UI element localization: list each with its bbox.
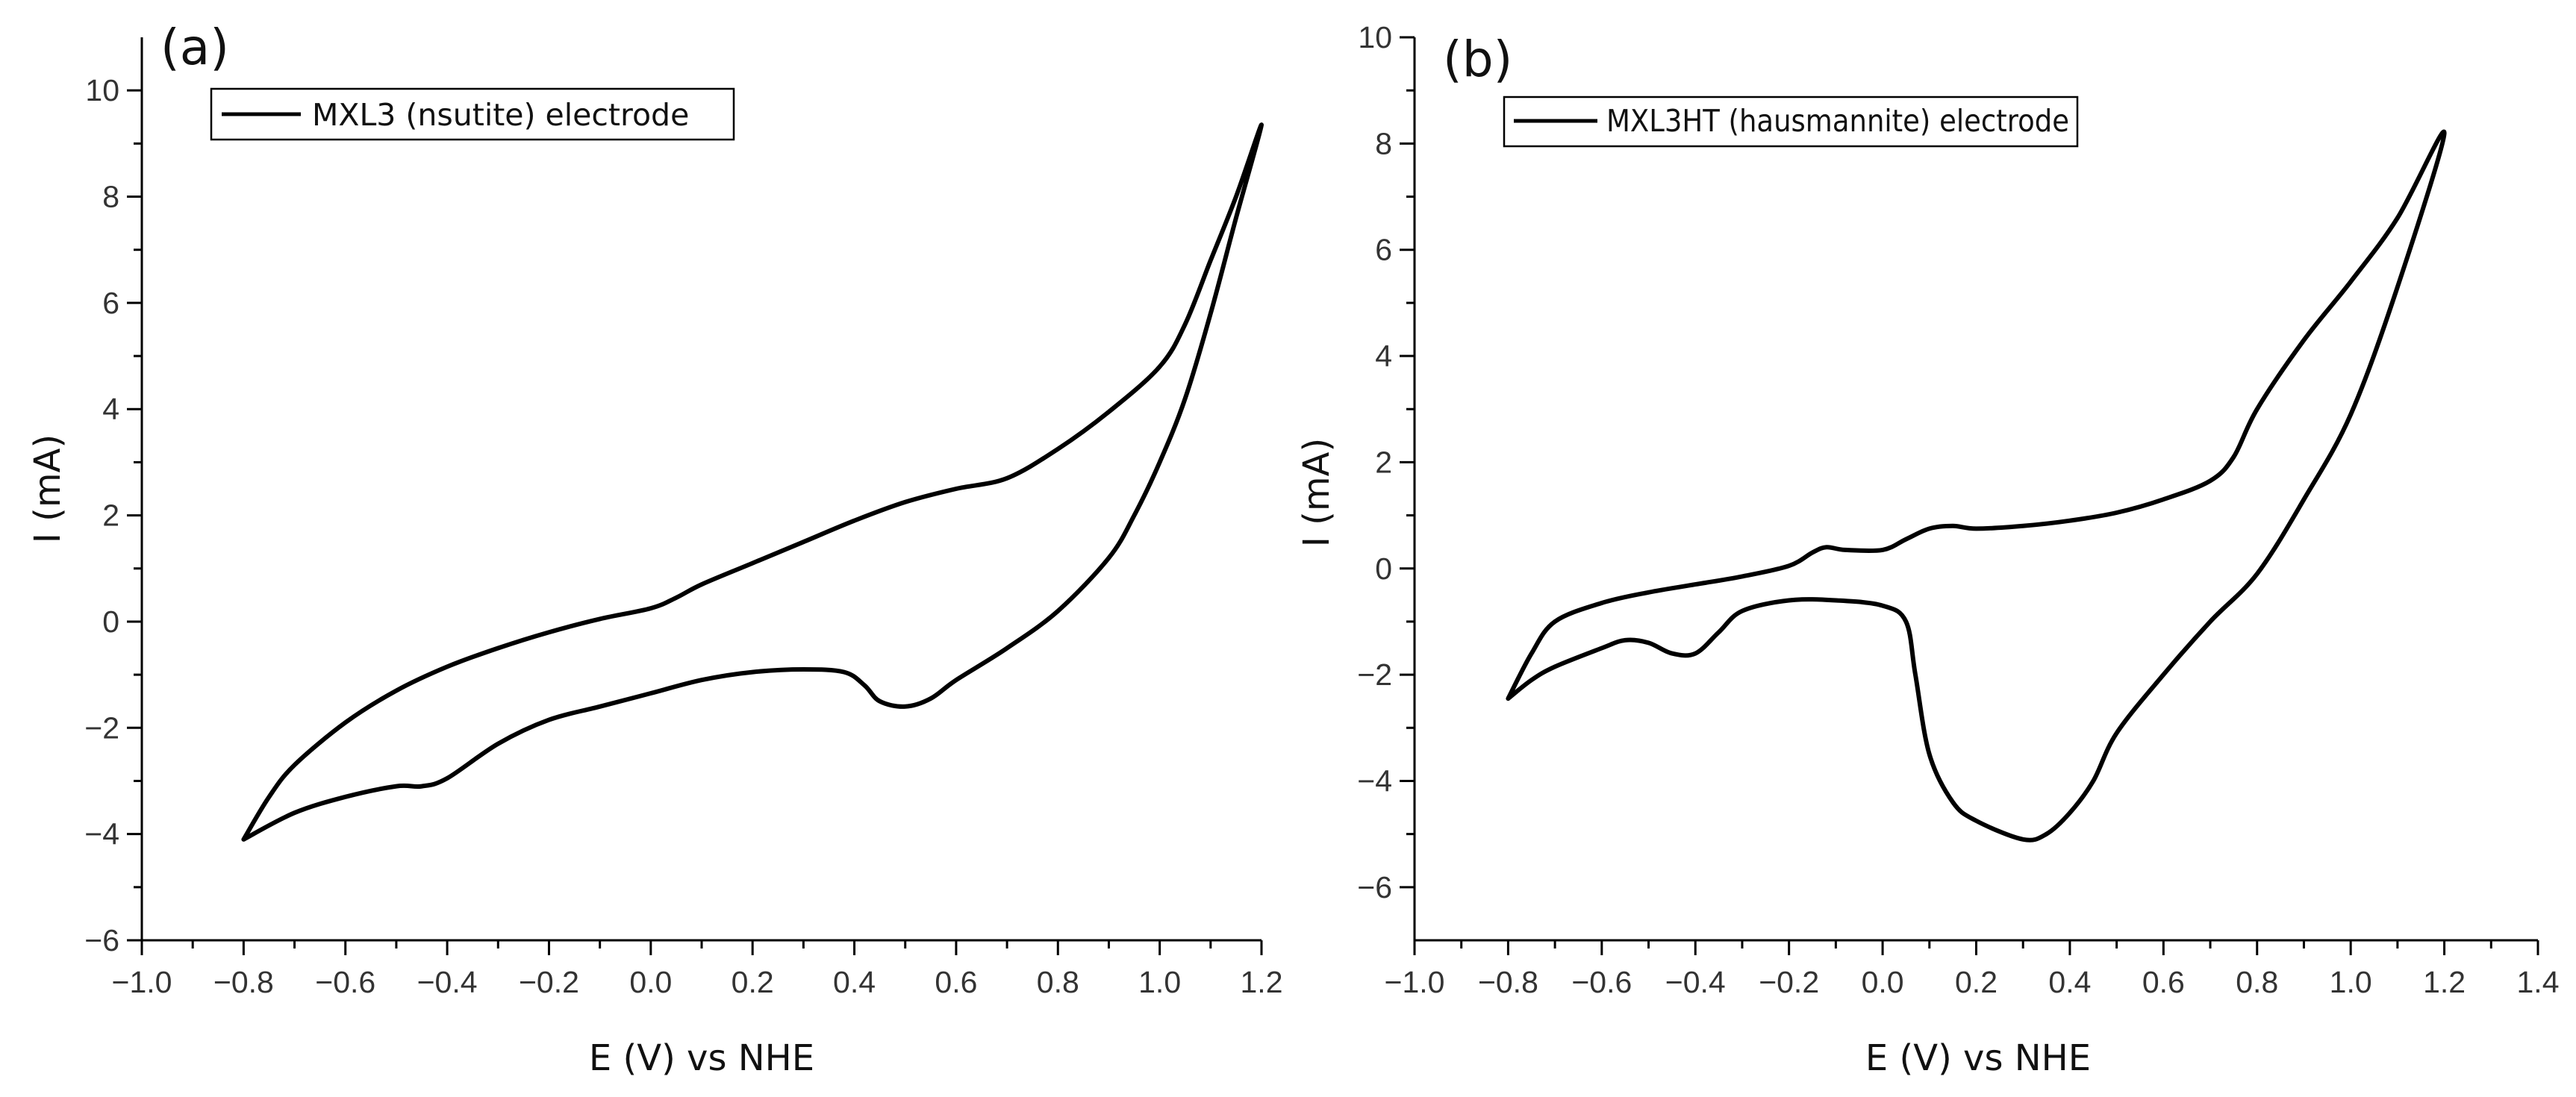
panel-b-y-tick-label: −4: [1357, 763, 1392, 798]
panel-a-y-tick-label: 0: [102, 604, 119, 639]
panel-b-x-tick-label: 1.4: [2517, 965, 2560, 999]
panel-b-y-ticks: −6 −4 −2 0 2 4 6 8 10: [1357, 20, 1415, 904]
panel-b-chart: (b) −1.0 −0.8 −0.6 −0.4 −0.2 0.0 0.2 0.4 0.6 0.8 1…: [1296, 20, 2560, 1079]
panel-b-x-tick-label: −1.0: [1385, 965, 1445, 999]
panel-b-x-tick-label: −0.8: [1478, 965, 1538, 999]
panel-b-x-tick-label: 1.0: [2330, 965, 2372, 999]
panel-a-axes: [140, 37, 1262, 942]
panel-b-y-tick-label: 2: [1375, 445, 1392, 479]
panel-b-x-tick-label: 0.8: [2236, 965, 2278, 999]
panel-a-y-tick-label: 6: [102, 286, 119, 320]
panel-a-y-tick-label: 8: [102, 180, 119, 214]
panel-b-x-tick-label: −0.6: [1571, 965, 1632, 999]
panel-b-y-tick-label: 0: [1375, 551, 1392, 586]
panel-a-legend: MXL3 (nsutite) electrode: [210, 87, 735, 141]
panel-b-cv-curve: [1506, 129, 2447, 843]
panel-a-x-ticks: −1.0 −0.8 −0.6 −0.4 −0.2 0.0 0.2 0.4 0.6 0.8 1.0 1.…: [112, 940, 1283, 999]
panel-a-legend-label: MXL3 (nsutite) electrode: [312, 97, 689, 133]
panel-b-x-tick-label: −0.4: [1665, 965, 1726, 999]
panel-a-y-tick-label: 2: [102, 499, 119, 533]
panel-a-y-tick-label: −2: [84, 710, 119, 745]
panel-b-legend-box: [1503, 96, 2079, 148]
panel-a-x-tick-label: 0.2: [732, 965, 774, 999]
panel-b-y-tick-label: −2: [1357, 657, 1392, 692]
panel-b-x-tick-label: 0.0: [1862, 965, 1904, 999]
panel-a-x-tick-label: 0.8: [1037, 965, 1079, 999]
panel-b-y-tick-label: −6: [1357, 870, 1392, 904]
panel-a-x-axis-label: E (V) vs NHE: [589, 1037, 814, 1079]
panel-a-x-tick-label: 1.0: [1138, 965, 1181, 999]
panel-b-label: (b): [1443, 31, 1512, 88]
panel-b-y-tick-label: 4: [1375, 339, 1392, 373]
panel-b-x-tick-label: 1.2: [2423, 965, 2466, 999]
panel-a-y-tick-label: 10: [85, 73, 119, 107]
panel-a-x-tick-label: −0.2: [519, 965, 579, 999]
panel-a-x-tick-label: 0.4: [833, 965, 876, 999]
panel-a-cv-curve: [241, 122, 1264, 842]
panel-b-x-tick-label: 0.6: [2142, 965, 2185, 999]
panel-b-x-ticks: −1.0 −0.8 −0.6 −0.4 −0.2 0.0 0.2 0.4 0.6 0.8 1.0 1.…: [1385, 940, 2560, 999]
panel-a-x-tick-label: −0.4: [417, 965, 478, 999]
panel-b-axes: [1413, 37, 2538, 942]
panel-a-y-tick-label: −4: [84, 817, 119, 851]
panel-a-y-axis-label: I (mA): [27, 434, 69, 543]
panel-b-x-axis-label: E (V) vs NHE: [1865, 1037, 2091, 1079]
panel-a-x-tick-label: −0.6: [315, 965, 375, 999]
panel-b-legend-label: MXL3HT (hausmannite) electrode: [1606, 103, 2069, 139]
panel-a-chart: (a) −1.0 −0.8 −0.6 −0.4 −0.2 0.0 0.2 0.4 0.6 0.8 1…: [27, 19, 1283, 1079]
panel-b-legend: MXL3HT (hausmannite) electrode: [1503, 96, 2079, 148]
panel-a-y-tick-label: −6: [84, 923, 119, 957]
panel-b-x-tick-label: −0.2: [1759, 965, 1819, 999]
panel-b-x-tick-label: 0.4: [2048, 965, 2091, 999]
panel-a-y-ticks: −6 −4 −2 0 2 4 6 8 10: [84, 73, 142, 957]
panel-b-y-tick-label: 6: [1375, 233, 1392, 267]
panel-a-x-tick-label: −1.0: [112, 965, 172, 999]
panel-a-y-tick-label: 4: [102, 392, 119, 426]
panel-b-y-tick-label: 10: [1358, 20, 1392, 54]
panel-a-x-tick-label: −0.8: [213, 965, 274, 999]
panel-a-x-tick-label: 0.6: [935, 965, 977, 999]
panel-a-x-tick-label: 0.0: [629, 965, 672, 999]
panel-a-x-tick-label: 1.2: [1241, 965, 1283, 999]
panel-b-y-axis-label: I (mA): [1296, 438, 1338, 547]
panel-b-y-tick-label: 8: [1375, 126, 1392, 160]
panel-a-label: (a): [160, 19, 229, 76]
panel-b-x-tick-label: 0.2: [1955, 965, 1998, 999]
